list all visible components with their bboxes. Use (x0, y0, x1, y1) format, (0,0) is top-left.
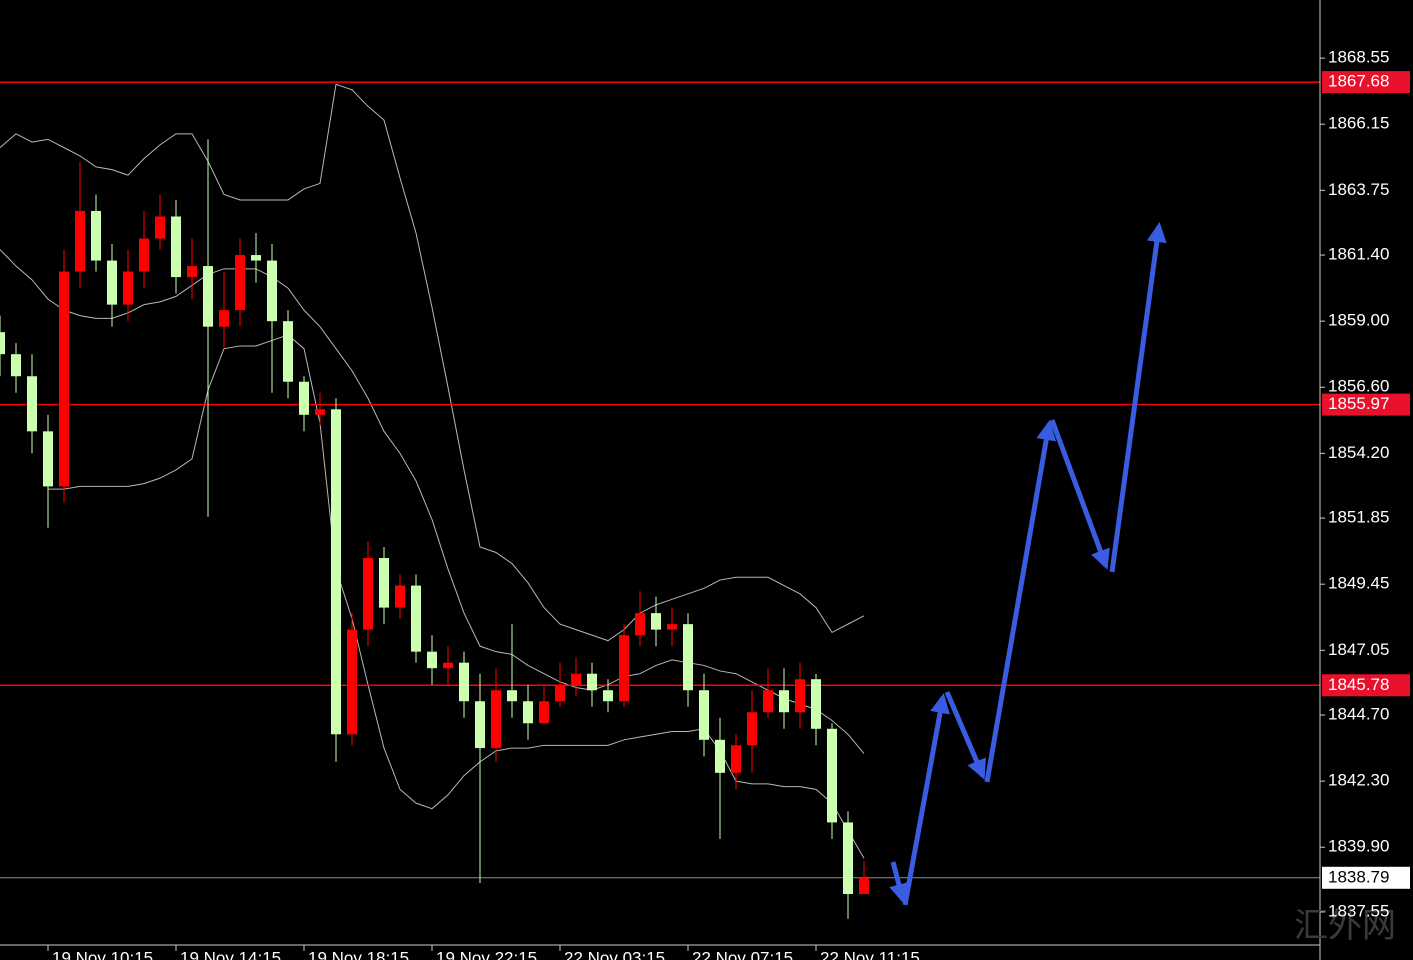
forecast-arrows (889, 222, 1167, 906)
arrow (902, 693, 950, 906)
candle-body (443, 662, 453, 669)
candle-body (43, 431, 53, 487)
candle-body (635, 613, 645, 636)
watermark: 汇外网 (1294, 907, 1396, 945)
candle-body (587, 673, 597, 691)
candle-body (123, 271, 133, 305)
current-price-box (1322, 866, 1410, 889)
candle-body (699, 690, 709, 740)
x-tick-label: 22 Nov 03:15 (564, 948, 665, 960)
level-label: 1855.97 (1328, 394, 1389, 413)
candle-body (795, 679, 805, 713)
y-tick-label: 1839.90 (1328, 837, 1389, 856)
candle-body (91, 210, 101, 261)
candle-body (411, 585, 421, 652)
level-box (1322, 393, 1410, 416)
arrow (984, 420, 1057, 783)
y-tick-label: 1866.15 (1328, 114, 1389, 133)
candle-body (459, 662, 469, 702)
x-tick-label: 22 Nov 07:15 (692, 948, 793, 960)
candle-body (779, 690, 789, 713)
candle-body (187, 266, 197, 278)
y-tick-label: 1851.85 (1328, 508, 1389, 527)
x-tick-label: 22 Nov 11:15 (820, 948, 920, 960)
y-tick-label: 1856.60 (1328, 377, 1389, 396)
candle-body (731, 745, 741, 773)
y-tick-label: 1844.70 (1328, 705, 1389, 724)
level-box (1322, 71, 1410, 94)
candle-body (555, 684, 565, 702)
current-price-label: 1838.79 (1328, 867, 1389, 886)
candle-body (379, 558, 389, 608)
candle-body (59, 271, 69, 487)
y-tick-label: 1847.05 (1328, 640, 1389, 659)
y-tick-label: 1854.20 (1328, 443, 1389, 462)
candle-body (571, 673, 581, 685)
candle-body (507, 690, 517, 702)
candle-body (203, 266, 213, 327)
y-tick-label: 1861.40 (1328, 245, 1389, 264)
candle-body (715, 739, 725, 773)
candle-body (331, 409, 341, 735)
candle-body (155, 216, 165, 239)
y-tick-label: 1837.55 (1328, 901, 1389, 920)
candle-body (267, 260, 277, 322)
candle-body (363, 558, 373, 630)
candle-body (315, 409, 325, 415)
candle-body (107, 260, 117, 305)
candle-body (139, 238, 149, 272)
candle-body (523, 701, 533, 724)
candle-body (827, 728, 837, 823)
candle-body (395, 585, 405, 608)
bollinger-upper (0, 83, 865, 642)
candle-body (27, 376, 37, 432)
level-box (1322, 674, 1410, 697)
candle-body (75, 210, 85, 272)
candle-body (539, 701, 549, 724)
candle-body (811, 679, 821, 729)
candle-body (475, 701, 485, 749)
level-label: 1867.68 (1328, 72, 1389, 91)
candle-body (283, 321, 293, 382)
candle-body (859, 877, 869, 895)
y-tick-label: 1842.30 (1328, 771, 1389, 790)
candle-body (491, 690, 501, 749)
candle-body (347, 629, 357, 735)
y-tick-label: 1863.75 (1328, 180, 1389, 199)
candle-body (171, 216, 181, 278)
candle-body (763, 690, 773, 713)
candle-body (651, 613, 661, 630)
y-tick-label: 1859.00 (1328, 311, 1389, 330)
candle-body (619, 635, 629, 702)
y-tick-label: 1868.55 (1328, 48, 1389, 67)
candle-body (747, 712, 757, 746)
candle-body (0, 332, 5, 355)
candle-body (235, 255, 245, 311)
candle-body (603, 690, 613, 702)
candle-body (427, 651, 437, 669)
x-tick-label: 19 Nov 10:15 (52, 948, 153, 960)
candle-body (219, 310, 229, 327)
x-tick-label: 19 Nov 14:15 (180, 948, 281, 960)
candle-body (251, 255, 261, 261)
arrow (1049, 419, 1110, 570)
bollinger-lower (48, 334, 865, 859)
level-label: 1845.78 (1328, 675, 1389, 694)
candle-body (667, 624, 677, 630)
candle-body (843, 822, 853, 895)
plot-area (0, 81, 1320, 919)
candle-body (11, 354, 21, 377)
x-tick-label: 19 Nov 18:15 (308, 948, 409, 960)
x-tick-label: 19 Nov 22:15 (436, 948, 537, 960)
candle-body (299, 381, 309, 415)
bollinger-middle (0, 249, 865, 754)
arrow (944, 691, 986, 780)
candle-body (683, 624, 693, 691)
y-tick-label: 1849.45 (1328, 574, 1389, 593)
arrow (889, 861, 909, 904)
arrow (1109, 222, 1167, 573)
